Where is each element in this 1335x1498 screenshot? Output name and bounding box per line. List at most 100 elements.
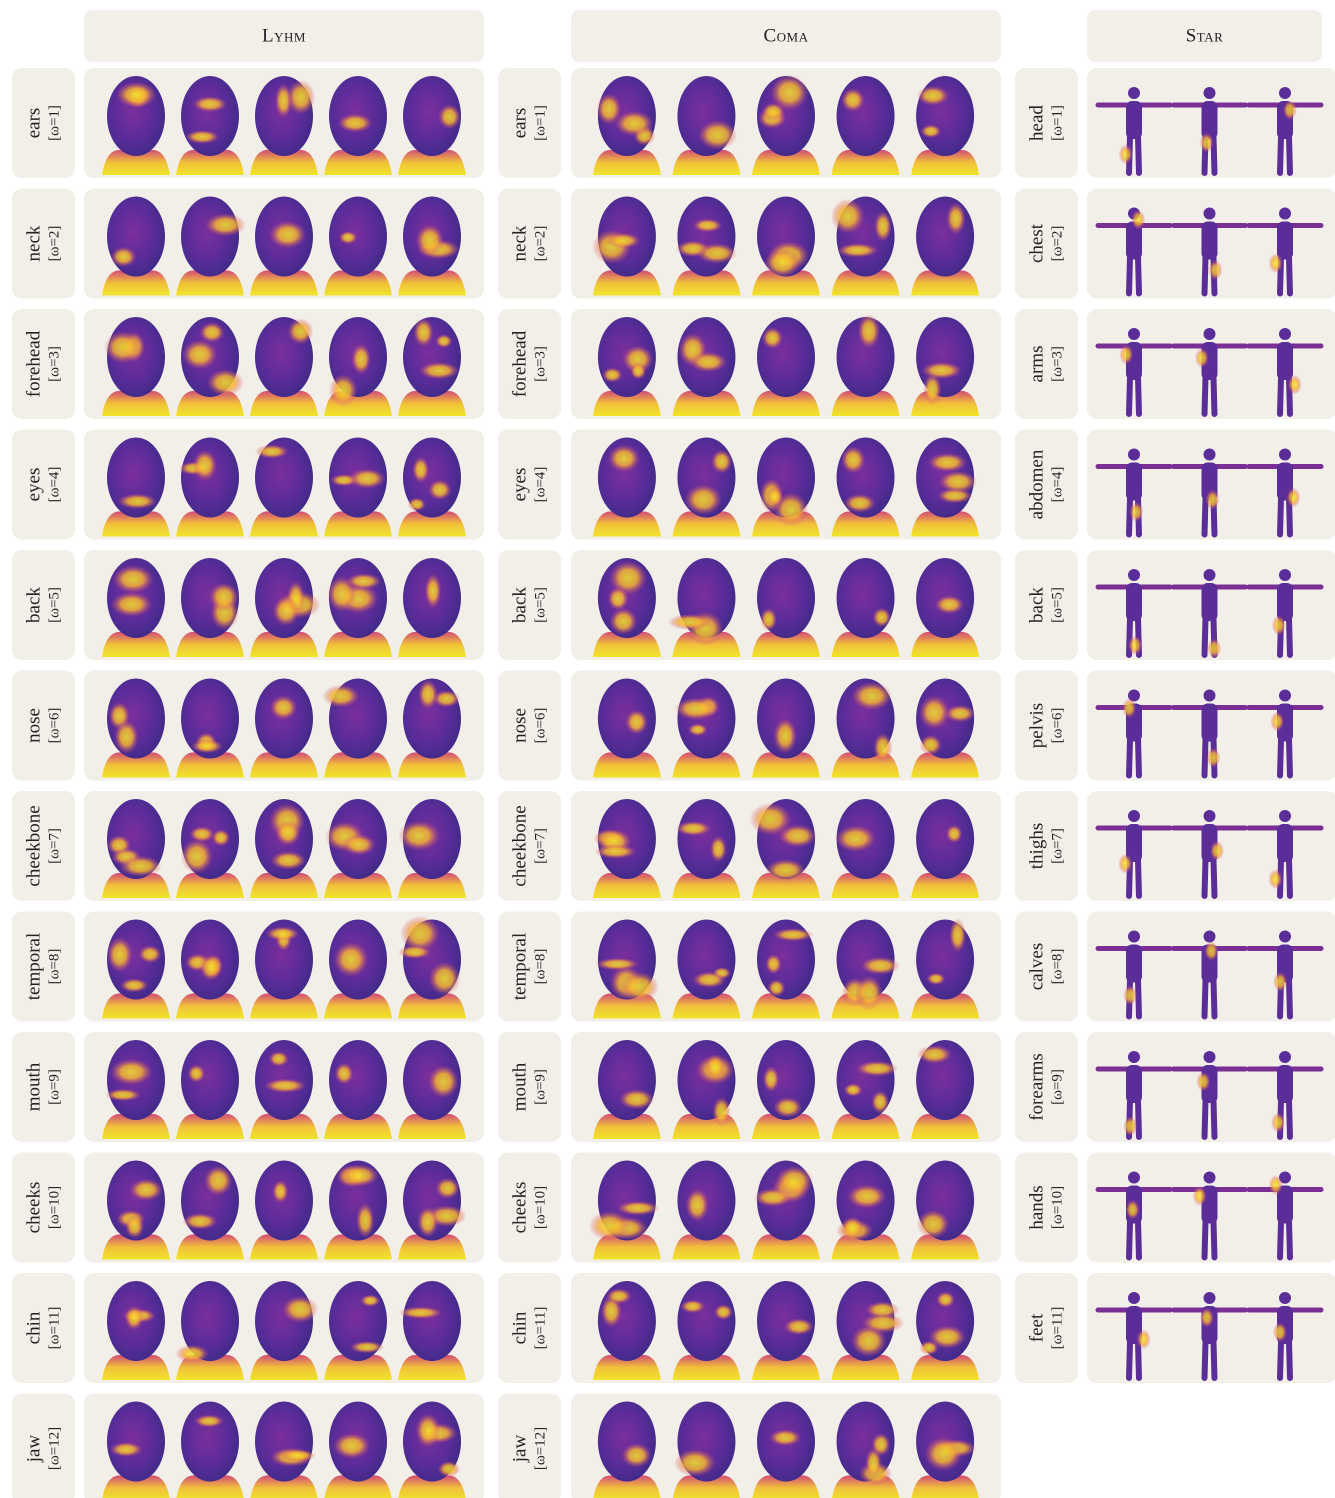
heat-spot	[399, 1306, 443, 1318]
region-label: thighs	[1026, 823, 1047, 869]
heat-spot	[1129, 502, 1143, 522]
render-row	[102, 799, 466, 898]
render-row	[102, 1161, 467, 1260]
leg	[1214, 137, 1215, 173]
omega-label: [ω=5]	[532, 587, 548, 623]
page: Lyhmears[ω=1]neck[ω=2]forehead[ω=3]eyes[…	[0, 0, 1335, 1498]
column-title: Lyhm	[262, 25, 306, 46]
heat-spot	[622, 1443, 652, 1467]
heat-spot	[920, 735, 942, 755]
heat-spot	[692, 971, 726, 988]
omega-label: [ω=9]	[1049, 1069, 1065, 1105]
omega-label: [ω=8]	[1049, 949, 1065, 985]
heat-spot	[346, 573, 381, 589]
heat-spot	[338, 114, 373, 133]
heat-spot	[412, 457, 429, 483]
render-row	[102, 1281, 466, 1380]
heat-spot	[1283, 100, 1297, 120]
heat-spot	[282, 1296, 318, 1323]
heat-spot	[205, 213, 246, 236]
heat-spot	[398, 945, 431, 959]
head	[916, 197, 974, 277]
heat-spot	[1193, 1186, 1207, 1206]
heat-spot	[104, 331, 141, 364]
leg	[1214, 981, 1215, 1017]
heat-spot	[680, 1300, 705, 1313]
omega-label: [ω=8]	[532, 949, 548, 985]
torso	[1277, 342, 1293, 380]
leg	[1138, 137, 1139, 173]
heat-spot	[697, 243, 737, 264]
heat-spot	[435, 1178, 459, 1199]
head	[107, 1402, 165, 1482]
torso	[1277, 1065, 1293, 1103]
heat-spot	[847, 1184, 886, 1208]
heat-spot	[754, 1188, 792, 1207]
heat-spot	[625, 710, 648, 735]
leg	[1289, 1222, 1290, 1258]
region-label: calves	[1026, 943, 1047, 990]
heat-spot	[339, 231, 358, 244]
omega-label: [ω=3]	[46, 346, 62, 382]
heat-spot	[1206, 490, 1220, 510]
omega-label: [ω=2]	[1049, 226, 1065, 262]
region-label: forehead	[23, 330, 44, 397]
heat-spot	[182, 340, 217, 370]
heat-spot	[329, 374, 358, 407]
heat-spot	[408, 498, 426, 512]
heat-spot	[1273, 1322, 1287, 1342]
leg	[1280, 1222, 1281, 1258]
heat-spot	[287, 318, 313, 344]
head	[1128, 931, 1140, 943]
heat-spot	[865, 1448, 881, 1479]
heat-spot	[675, 698, 718, 721]
heat-spot	[1207, 638, 1221, 658]
heat-spot	[608, 445, 640, 472]
omega-label: [ω=7]	[532, 828, 548, 864]
head	[1279, 328, 1291, 340]
head	[1204, 931, 1216, 943]
heat-spot	[264, 1079, 306, 1093]
region-label: forearms	[1026, 1053, 1047, 1121]
leg	[1138, 1101, 1139, 1137]
heat-spot	[685, 484, 722, 515]
leg	[1289, 981, 1290, 1017]
head	[1128, 1051, 1140, 1063]
heat-spot	[1118, 854, 1132, 874]
region-label: jaw	[509, 1435, 530, 1464]
heat-spot	[844, 1083, 863, 1097]
head	[1204, 1172, 1216, 1184]
heat-spot	[919, 696, 949, 730]
heat-spot	[1204, 941, 1218, 961]
leg	[1289, 258, 1290, 294]
omega-label: [ω=4]	[46, 467, 62, 503]
render-row	[102, 679, 466, 778]
heat-spot	[939, 471, 977, 493]
heat-spot	[711, 449, 732, 473]
heat-spot	[594, 845, 636, 859]
heat-spot	[862, 1313, 905, 1333]
heat-spot	[676, 821, 711, 836]
heat-spot	[946, 202, 965, 234]
omega-label: [ω=3]	[532, 346, 548, 382]
omega-label: [ω=9]	[532, 1069, 548, 1105]
region-label: feet	[1026, 1313, 1047, 1342]
region-label: cheeks	[509, 1182, 530, 1234]
region-label: back	[509, 587, 530, 623]
heat-spot	[341, 1164, 379, 1186]
heat-spot	[1195, 348, 1209, 368]
heat-spot	[873, 733, 892, 762]
heat-spot	[779, 824, 817, 847]
heat-spot	[270, 851, 306, 870]
heat-spot	[1196, 1072, 1210, 1092]
omega-label: [ω=6]	[532, 708, 548, 744]
heat-spot	[617, 1201, 660, 1216]
heat-spot	[608, 587, 629, 611]
heat-spot	[194, 1415, 224, 1428]
heat-spot	[111, 592, 152, 617]
heat-spot	[1272, 615, 1286, 635]
heat-spot	[356, 1203, 374, 1238]
heat-spot	[928, 453, 968, 472]
head	[1204, 810, 1216, 822]
heat-spot	[760, 608, 777, 631]
